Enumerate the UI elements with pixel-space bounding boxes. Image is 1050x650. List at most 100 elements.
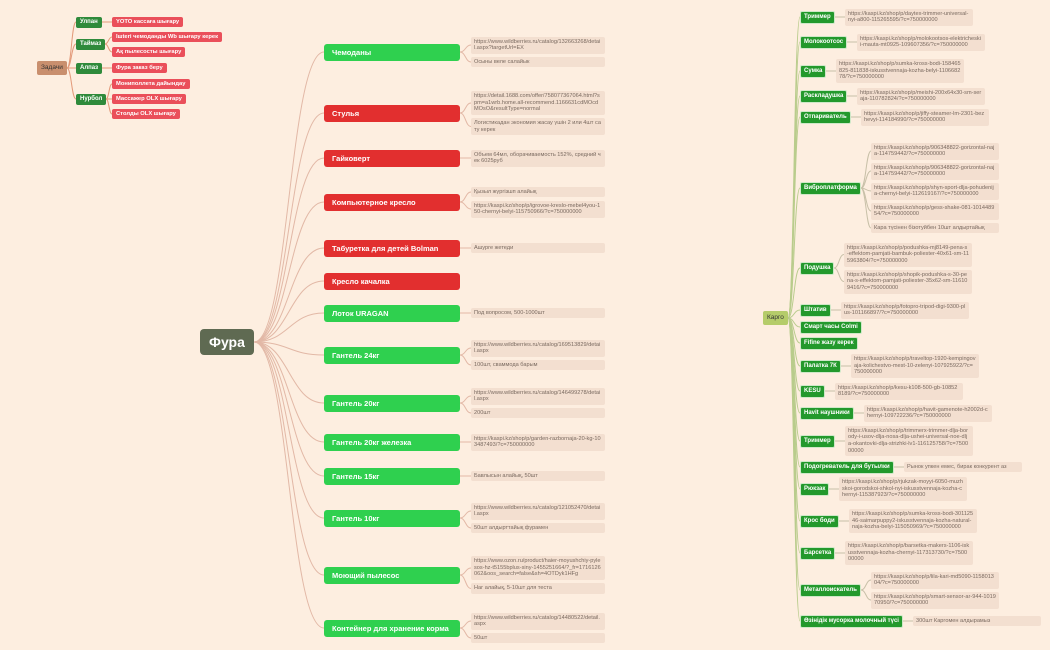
connector xyxy=(787,267,801,319)
connector xyxy=(459,574,472,589)
connector xyxy=(459,627,472,639)
note: Осыны веле салайык xyxy=(471,56,605,68)
topic: Металлоискатель xyxy=(800,583,861,597)
note: https://kaspi.kz/shop/p/gess-shake-081-1… xyxy=(871,202,999,220)
topic: Триммер xyxy=(800,10,835,24)
note: https://www.wildberries.ru/catalog/14480… xyxy=(471,612,605,630)
topic: Штатив xyxy=(800,303,831,317)
connector xyxy=(860,187,872,229)
connector xyxy=(459,395,472,404)
note: https://kaspi.kz/shop/p/meishi-200x64x30… xyxy=(857,87,985,105)
topic: Контейнер для хранение корма xyxy=(324,619,460,637)
connector xyxy=(459,402,472,414)
connector xyxy=(253,312,325,343)
task: Iшteri чемоданды Wb шығару керек xyxy=(112,31,223,43)
connector xyxy=(104,43,113,53)
connector xyxy=(459,510,472,519)
topic: Гантель 20кг xyxy=(324,394,460,412)
topic: Havit наушники xyxy=(800,406,854,420)
task: Массажер OLX шығару xyxy=(112,93,186,105)
connector xyxy=(459,517,472,529)
topic: Моющий пылесос xyxy=(324,566,460,584)
note: https://kaspi.kz/shop/p/rjukzak-moyyi-60… xyxy=(839,477,967,502)
note: Объем 64мл, оборачиваемость 152%, средни… xyxy=(471,149,605,167)
connector xyxy=(253,112,325,343)
topic: Подогреватель для бутылки xyxy=(800,460,894,474)
connector xyxy=(860,150,872,189)
topic: Гантель 15кг xyxy=(324,467,460,485)
connector xyxy=(787,317,801,622)
connector xyxy=(253,157,325,343)
person: Таймаз xyxy=(76,38,106,50)
note: https://kaspi.kz/shop/p/906348822-gorizo… xyxy=(871,142,999,160)
connector xyxy=(253,201,325,343)
connector xyxy=(253,51,325,343)
connector xyxy=(253,280,325,343)
note: https://kaspi.kz/shop/p/fotopro-tripod-d… xyxy=(841,301,969,319)
topic: Лоток URAGAN xyxy=(324,304,460,322)
connector xyxy=(253,341,325,404)
topic: Раскладушка xyxy=(800,89,848,103)
connector xyxy=(459,102,472,114)
connector xyxy=(253,341,325,629)
note: https://www.wildberries.ru/catalog/14649… xyxy=(471,387,605,405)
person: Улпан xyxy=(76,16,102,28)
topic: Кресло качалка xyxy=(324,272,460,290)
connector xyxy=(253,341,325,477)
note: https://www.wildberries.ru/catalog/12105… xyxy=(471,502,605,520)
connector xyxy=(459,567,472,576)
root-node: Фура xyxy=(200,328,254,356)
connector xyxy=(459,354,472,366)
note: https://kaspi.kz/shop/p/shopik-podushka-… xyxy=(844,269,972,294)
note: Логистикадан экономия жасау үшін 2 или 4… xyxy=(471,118,605,136)
topic: Гайковерт xyxy=(324,149,460,167)
topic: Стулья xyxy=(324,104,460,122)
connector xyxy=(253,247,325,343)
note: https://kaspi.kz/shop/p/kesu-k108-500-gb… xyxy=(835,382,963,400)
connector xyxy=(860,170,872,189)
topic: Гантель 24кг xyxy=(324,346,460,364)
topic: Гантель 20кг железка xyxy=(324,433,460,451)
note: https://kaspi.kz/shop/p/garden-razbornaj… xyxy=(471,433,605,451)
note: Под вопросом, 500-1000шт xyxy=(471,307,605,319)
connector xyxy=(459,201,472,210)
note: Рынок упкен емес, бирак конкурент аз xyxy=(904,461,1022,473)
topic: Чемоданы xyxy=(324,43,460,61)
note: Кара түсінен бізотуйбен 10шт алдыртайық xyxy=(871,222,999,234)
topic: Молокоотсос xyxy=(800,35,848,49)
note: https://www.wildberries.ru/catalog/16951… xyxy=(471,339,605,357)
topic: Палатка 7К xyxy=(800,359,841,373)
note: Ашурге жетеди xyxy=(471,242,605,254)
topic: Отпариватель xyxy=(800,110,851,124)
person: Алпаз xyxy=(76,62,103,74)
topic: Өзінідік мусорка молочный түсі xyxy=(800,614,903,628)
note: https://kaspi.kz/shop/p/igrovoe-kreslo-m… xyxy=(471,200,605,218)
connector xyxy=(459,44,472,53)
root-node: Карго xyxy=(763,311,788,325)
connector xyxy=(459,51,472,63)
connector xyxy=(253,341,325,443)
task: Мониполлета дайындау xyxy=(112,78,190,90)
connector xyxy=(253,341,325,576)
task: Ақ пылесосты шығару xyxy=(112,46,186,58)
note: https://kaspi.kz/shop/p/shyn-sport-dlja-… xyxy=(871,182,999,200)
task: Фура заказ беру xyxy=(112,62,167,74)
topic: Смарт часы Colmi xyxy=(800,320,862,334)
topic: Компьютерное кресло xyxy=(324,193,460,211)
topic: KESU xyxy=(800,384,825,398)
note: https://kaspi.kz/shop/p/jiffy-steamer-lm… xyxy=(861,108,989,126)
topic: Рюкзак xyxy=(800,482,830,496)
topic: Гантель 10кг xyxy=(324,509,460,527)
note: 100шт, сваммода барым xyxy=(471,359,605,371)
note: https://kaspi.kz/shop/p/sumka-kross-bodi… xyxy=(849,509,977,534)
note: Қызыл жүргізшп алайық xyxy=(471,186,605,198)
connector xyxy=(253,341,325,519)
connector xyxy=(459,112,472,127)
note: https://kaspi.kz/shop/p/barsetka-makers-… xyxy=(845,541,973,566)
topic: Крос боди xyxy=(800,514,839,528)
connector xyxy=(253,341,325,356)
note: https://kaspi.kz/shop/p/podushka-mj8149-… xyxy=(844,242,972,267)
note: 200шт xyxy=(471,407,605,419)
